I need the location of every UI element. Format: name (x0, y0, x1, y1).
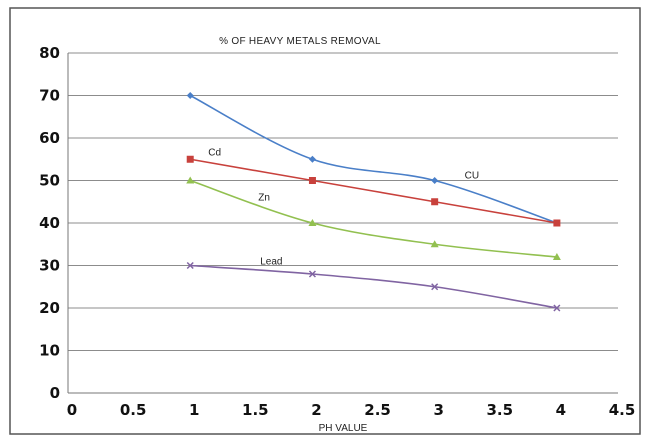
x-tick-label: 3.5 (486, 401, 513, 419)
x-tick-label: 2 (311, 401, 321, 419)
x-tick-label: 3 (433, 401, 443, 419)
data-point-zn (186, 176, 195, 184)
data-point-zn (552, 253, 561, 260)
data-point-cu (431, 177, 439, 184)
series-line-cd (190, 158, 558, 224)
series-lines (186, 92, 561, 312)
x-tick-label: 1.5 (242, 401, 269, 419)
x-tick-label: 4 (556, 401, 566, 419)
chart-title: % OF HEAVY METALS REMOVAL (219, 36, 381, 47)
data-point-cu (308, 155, 316, 163)
data-point-cu (186, 92, 194, 99)
x-tick-label: 4.5 (609, 401, 636, 419)
y-tick-label: 20 (39, 299, 60, 317)
data-point-zn (430, 240, 439, 248)
y-tick-label: 0 (50, 384, 60, 402)
y-tick-label: 80 (39, 44, 60, 62)
chart-frame (9, 7, 641, 435)
y-tick-label: 60 (39, 129, 60, 147)
y-tick-label: 10 (39, 342, 60, 360)
data-point-cd (553, 219, 561, 227)
gridlines (68, 52, 618, 351)
y-tick-label: 70 (39, 87, 60, 105)
x-axis-title: PH VALUE (319, 423, 368, 434)
labels: CU Cd Zn Lead (208, 147, 479, 267)
series-line-zn (189, 179, 557, 258)
y-tick-label: 30 (39, 257, 60, 275)
data-point-cd (308, 177, 316, 184)
series-label-lead: Lead (260, 257, 282, 268)
series-line-cu (189, 94, 558, 224)
x-tick-label: 1 (189, 401, 199, 419)
y-tick-label: 50 (39, 172, 60, 190)
x-tick-label: 2.5 (364, 401, 391, 419)
series-line-lead (190, 264, 558, 309)
data-point-lead (431, 283, 439, 291)
axes: 0 10 20 30 40 50 60 70 80 0 0.5 1 1.5 2 2.5 3 3.5 4 4.5 (39, 44, 635, 419)
data-point-cd (186, 155, 194, 163)
x-tick-label: 0 (67, 401, 77, 419)
series-label-cd: Cd (208, 147, 221, 158)
y-tick-label: 40 (39, 214, 60, 232)
data-point-cd (431, 198, 439, 206)
series-label-zn: Zn (258, 193, 270, 204)
series-label-cu: CU (465, 171, 479, 182)
data-point-zn (308, 219, 317, 226)
data-point-lead (308, 270, 316, 278)
data-point-lead (553, 304, 561, 312)
x-tick-label: 0.5 (120, 401, 147, 419)
data-point-lead (186, 261, 194, 270)
